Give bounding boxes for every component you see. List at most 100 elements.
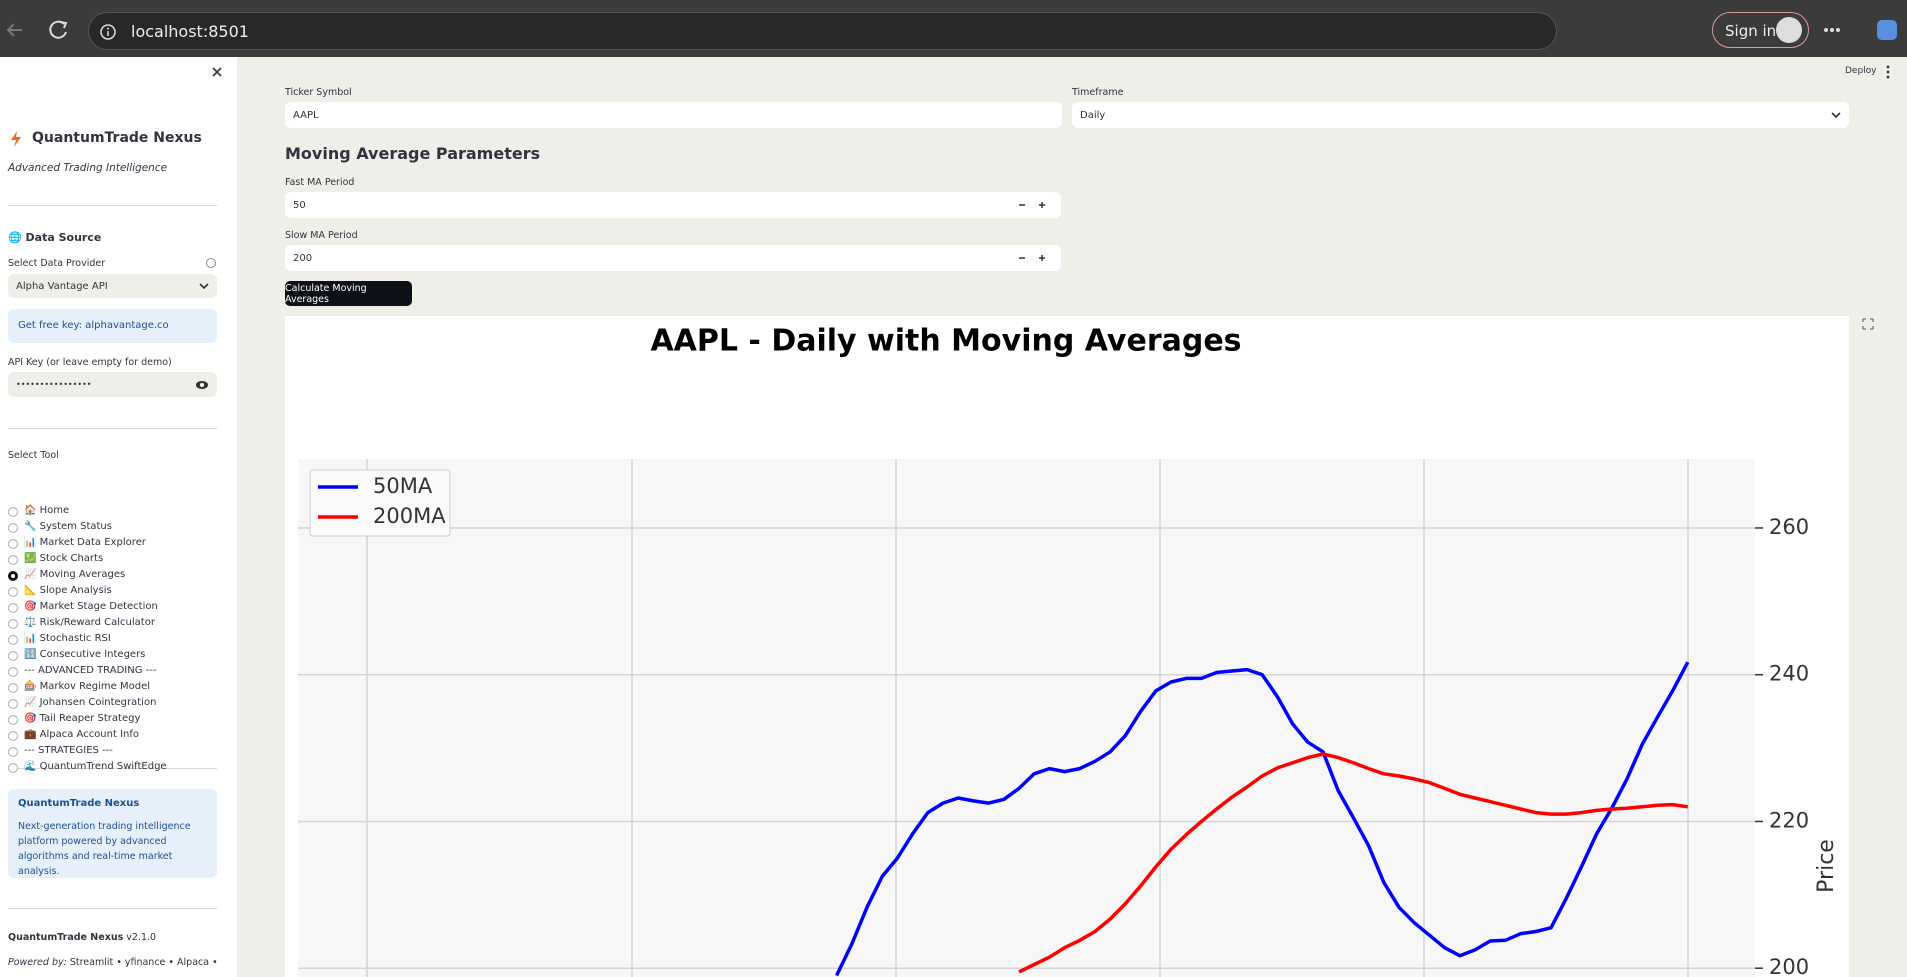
- y-axis-label: Price: [1814, 839, 1839, 893]
- radio[interactable]: [8, 747, 18, 757]
- tool-option[interactable]: --- STRATEGIES ---: [24, 745, 113, 756]
- radio[interactable]: [8, 635, 18, 645]
- field-label: Select Data Provider: [8, 258, 106, 269]
- y-tick-label: 200: [1769, 955, 1809, 977]
- y-tick-label: 240: [1769, 662, 1809, 686]
- tool-option[interactable]: 🌊 QuantumTrend SwiftEdge: [24, 761, 167, 772]
- select-value: Alpha Vantage API: [16, 280, 108, 292]
- radio[interactable]: [8, 539, 18, 549]
- chart: AAPL - Daily with Moving Averages Price …: [285, 316, 1849, 977]
- tool-option[interactable]: --- ADVANCED TRADING ---: [24, 665, 157, 676]
- section-heading: Moving Average Parameters: [285, 144, 541, 163]
- radio[interactable]: [8, 699, 18, 709]
- radio[interactable]: [8, 731, 18, 741]
- deploy-button[interactable]: Deploy: [1845, 66, 1877, 76]
- radio[interactable]: [8, 507, 18, 517]
- help-icon[interactable]: [205, 257, 217, 269]
- stepper[interactable]: [1013, 200, 1053, 210]
- tool-option[interactable]: 🎰 Markov Regime Model: [24, 681, 151, 692]
- timeframe-select[interactable]: Daily: [1072, 102, 1849, 128]
- radio[interactable]: [8, 763, 18, 773]
- masked-value: ••••••••••••••••: [16, 380, 92, 389]
- radio[interactable]: [8, 603, 18, 613]
- about-text: Next-generation trading intelligence pla…: [18, 821, 191, 877]
- powered-by: Streamlit • yfinance • Alpaca •: [69, 957, 218, 968]
- radio[interactable]: [8, 683, 18, 693]
- nav-icons: [6, 20, 68, 39]
- powered-label: Powered by:: [8, 957, 67, 968]
- divider: [8, 768, 217, 769]
- section-heading: 🌐 Data Source: [8, 231, 102, 244]
- url: localhost:8501: [131, 22, 249, 41]
- field-label: Fast MA Period: [285, 177, 355, 188]
- divider: [8, 908, 217, 909]
- field-label: Slow MA Period: [285, 230, 358, 241]
- about-box: QuantumTrade Nexus Next-generation tradi…: [8, 789, 217, 878]
- radio[interactable]: [8, 715, 18, 725]
- x-grid: [366, 459, 1689, 977]
- calculate-button[interactable]: Calculate Moving Averages: [285, 281, 412, 306]
- divider: [8, 205, 217, 206]
- input-value: 200: [293, 252, 313, 264]
- plot-area: [298, 459, 1755, 977]
- sidebar-title: QuantumTrade Nexus: [32, 130, 202, 146]
- field-label: Ticker Symbol: [285, 87, 352, 98]
- field-label: Select Tool: [8, 450, 59, 461]
- ma-line: [1018, 752, 1689, 974]
- radio[interactable]: [8, 619, 18, 629]
- tool-option[interactable]: 🎯 Market Stage Detection: [24, 601, 158, 612]
- version-name: QuantumTrade Nexus: [8, 932, 124, 943]
- divider: [8, 428, 217, 429]
- y-tick-label: 260: [1769, 515, 1809, 539]
- radio[interactable]: [8, 571, 18, 581]
- tagline: Advanced Trading Intelligence: [8, 162, 168, 174]
- app-menu[interactable]: [1885, 64, 1891, 80]
- slow-input[interactable]: 200: [285, 245, 1061, 271]
- close-sidebar[interactable]: [211, 66, 223, 78]
- eye-icon[interactable]: [195, 380, 209, 390]
- input-value: AAPL: [293, 109, 319, 121]
- tool-option[interactable]: 🔧 System Status: [24, 521, 112, 532]
- field-label: Timeframe: [1072, 87, 1124, 98]
- radio[interactable]: [8, 555, 18, 565]
- version: v2.1.0: [126, 932, 157, 943]
- sign-in-button[interactable]: Sign in: [1712, 12, 1809, 48]
- fullscreen-icon[interactable]: [1862, 318, 1874, 330]
- tool-option[interactable]: 💹 Stock Charts: [24, 553, 104, 564]
- radio[interactable]: [8, 587, 18, 597]
- bolt-icon: [11, 131, 21, 147]
- browser-bar: localhost:8501 Sign in: [0, 0, 1907, 57]
- tool-option[interactable]: ⚖️ Risk/Reward Calculator: [24, 617, 155, 628]
- tool-option[interactable]: 🏠 Home: [24, 505, 70, 516]
- chevron: [199, 283, 209, 290]
- tool-option[interactable]: 🎯 Tail Reaper Strategy: [24, 713, 141, 724]
- radio[interactable]: [8, 651, 18, 661]
- tool-option[interactable]: 📊 Stochastic RSI: [24, 633, 111, 644]
- provider-select[interactable]: Alpha Vantage API: [8, 274, 217, 298]
- chart-title: AAPL - Daily with Moving Averages: [650, 324, 1241, 359]
- tool-option[interactable]: 📐 Slope Analysis: [24, 585, 112, 596]
- info-icon: [100, 24, 116, 40]
- powered-line: Powered by: Streamlit • yfinance • Alpac…: [8, 957, 218, 968]
- tool-option[interactable]: 📈 Johansen Cointegration: [24, 697, 157, 708]
- version-line: QuantumTrade Nexus v2.1.0: [8, 932, 156, 943]
- radio[interactable]: [8, 667, 18, 677]
- sign-in-label: Sign in: [1725, 22, 1777, 40]
- radio[interactable]: [8, 523, 18, 533]
- field-label: API Key (or leave empty for demo): [8, 357, 172, 368]
- fast-input[interactable]: 50: [285, 192, 1061, 218]
- info-box: Get free key: alphavantage.co: [8, 309, 217, 343]
- tool-option[interactable]: 📈 Moving Averages: [24, 569, 126, 580]
- tool-option[interactable]: 💼 Alpaca Account Info: [24, 729, 140, 740]
- ticker-input[interactable]: AAPL: [285, 102, 1062, 128]
- api-key-input[interactable]: ••••••••••••••••: [8, 372, 217, 397]
- tool-option[interactable]: 📊 Market Data Explorer: [24, 537, 146, 548]
- address-bar[interactable]: localhost:8501: [88, 12, 1557, 50]
- tool-option[interactable]: 🔢 Consecutive Integers: [24, 649, 146, 660]
- about-title: QuantumTrade Nexus: [18, 798, 140, 809]
- sidebar: QuantumTrade Nexus Advanced Trading Inte…: [0, 57, 237, 977]
- stepper[interactable]: [1013, 253, 1053, 263]
- chevron: [1831, 112, 1841, 119]
- input-value: 50: [293, 199, 306, 211]
